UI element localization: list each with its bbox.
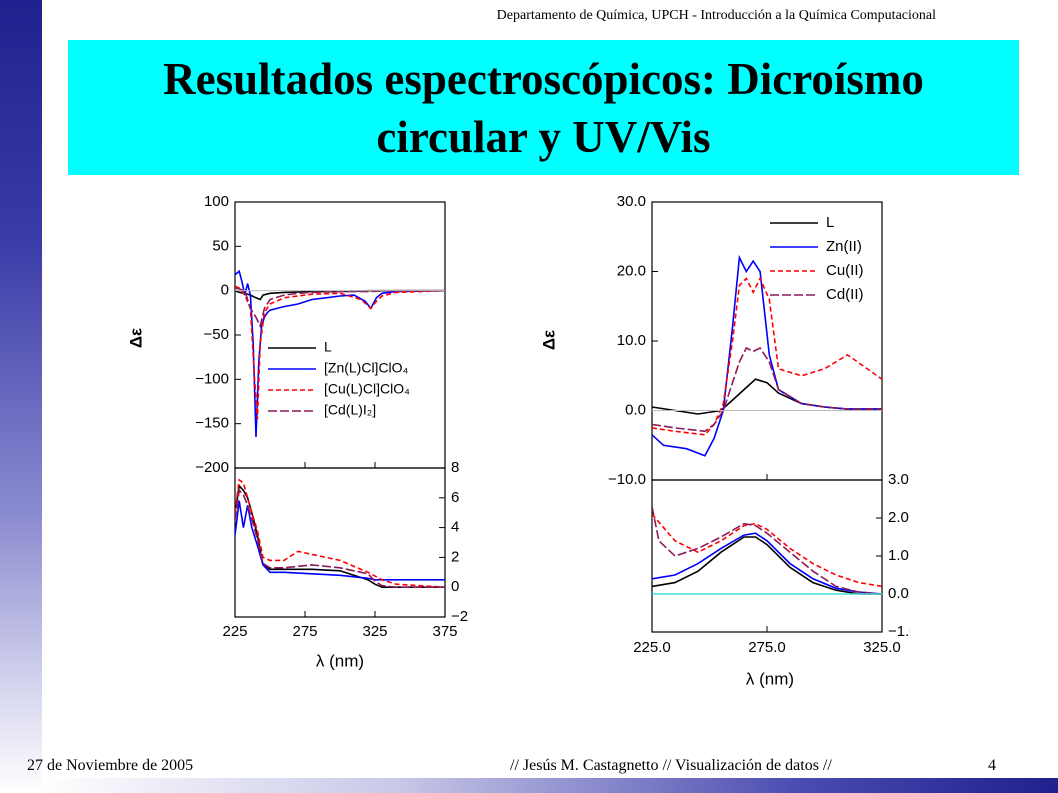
left-bottom-ytick-label: 8	[451, 459, 459, 476]
left-bottom-series-line	[235, 488, 445, 589]
right-legend-label: Cu(II)	[826, 262, 864, 279]
right-bottom-series-line	[652, 506, 882, 595]
title-box: Resultados espectroscópicos: Dicroísmo c…	[68, 40, 1019, 175]
right-chart: 30.0 20.0 10.0 0.0 −10.0 3.0 2.0 1.0 0.0 −1.0 225.…	[539, 193, 910, 689]
right-legend-label: L	[826, 214, 834, 231]
right-xtick-label: 275.0	[748, 639, 786, 656]
right-xtick-label: 225.0	[633, 639, 671, 656]
right-bottom-frame	[651, 479, 883, 633]
right-top-y-axis-label: Δε	[539, 330, 558, 350]
right-legend-label: Cd(II)	[826, 286, 864, 303]
left-top-ytick-label: 0	[221, 282, 229, 299]
left-top-ytick-label: 100	[204, 193, 229, 210]
right-x-axis-label: λ (nm)	[746, 669, 794, 688]
title-line-2: circular y UV/Vis	[376, 111, 711, 162]
right-legend-label: Zn(II)	[826, 238, 862, 255]
right-bottom-ytick-label: 0.0	[888, 585, 909, 602]
left-xtick-label: 225	[222, 623, 247, 640]
footer-date: 27 de Noviembre de 2005	[27, 757, 194, 774]
right-top-ytick-label: 30.0	[617, 193, 646, 210]
right-top-series-line	[652, 346, 882, 433]
right-bottom-ytick-label: −1.0	[888, 623, 910, 640]
left-xtick-label: 375	[432, 623, 457, 640]
right-bottom-series-line	[652, 536, 882, 595]
left-legend-label: [Cd(L)I₂]	[324, 402, 376, 418]
left-xtick-label: 275	[292, 623, 317, 640]
left-bottom-series-line	[235, 478, 445, 588]
right-top-ytick-label: 0.0	[625, 401, 646, 418]
slide-title: Resultados espectroscópicos: Dicroísmo c…	[68, 50, 1019, 166]
left-top-frame	[234, 201, 446, 469]
left-bottom-ytick-label: 6	[451, 489, 459, 506]
left-x-axis-label: λ (nm)	[316, 651, 364, 670]
left-legend-label: L	[324, 339, 332, 355]
right-xtick-label: 325.0	[863, 639, 901, 656]
left-chart: 100 50 0 −50 −100 −150 −200 8 6 4 2 0 −2 225 275 325 375…	[126, 193, 468, 671]
bottom-gradient-bar	[42, 778, 1058, 793]
left-top-ytick-label: −50	[204, 326, 229, 343]
sidebar-gradient	[0, 0, 42, 793]
left-bottom-frame	[234, 467, 446, 618]
title-line-1: Resultados espectroscópicos: Dicroísmo	[163, 53, 924, 104]
left-bottom-series-line	[235, 500, 445, 581]
left-bottom-ytick-label: −2	[451, 608, 468, 625]
right-top-series-line	[652, 276, 882, 436]
left-legend-label: [Zn(L)Cl]ClO₄	[324, 360, 409, 376]
right-top-ytick-label: 10.0	[617, 332, 646, 349]
right-top-ytick-label: 20.0	[617, 262, 646, 279]
left-bottom-series-line	[235, 484, 445, 589]
department-header: Departamento de Química, UPCH - Introduc…	[496, 8, 936, 23]
right-bottom-ytick-label: 1.0	[888, 547, 909, 564]
left-top-ytick-label: −100	[195, 370, 229, 387]
footer-author: // Jesús M. Castagnetto // Visualización…	[510, 757, 832, 774]
left-bottom-ytick-label: 0	[451, 578, 459, 595]
right-bottom-series-line	[652, 532, 882, 595]
left-bottom-ytick-label: 2	[451, 548, 459, 565]
left-top-ytick-label: −200	[195, 459, 229, 476]
left-bottom-ytick-label: 4	[451, 519, 459, 536]
left-top-ytick-label: −150	[195, 415, 229, 432]
right-bottom-ytick-label: 2.0	[888, 509, 909, 526]
left-top-y-axis-label: Δε	[126, 328, 145, 348]
right-bottom-series-line	[652, 513, 882, 588]
left-top-ytick-label: 50	[212, 237, 229, 254]
left-top-series-line	[235, 285, 445, 420]
left-top-series-line	[235, 287, 445, 329]
left-xtick-label: 325	[362, 623, 387, 640]
left-legend-label: [Cu(L)Cl]ClO₄	[324, 381, 410, 397]
right-bottom-ytick-label: 3.0	[888, 471, 909, 488]
page-number: 4	[988, 757, 996, 774]
right-top-ytick-label: −10.0	[608, 471, 646, 488]
